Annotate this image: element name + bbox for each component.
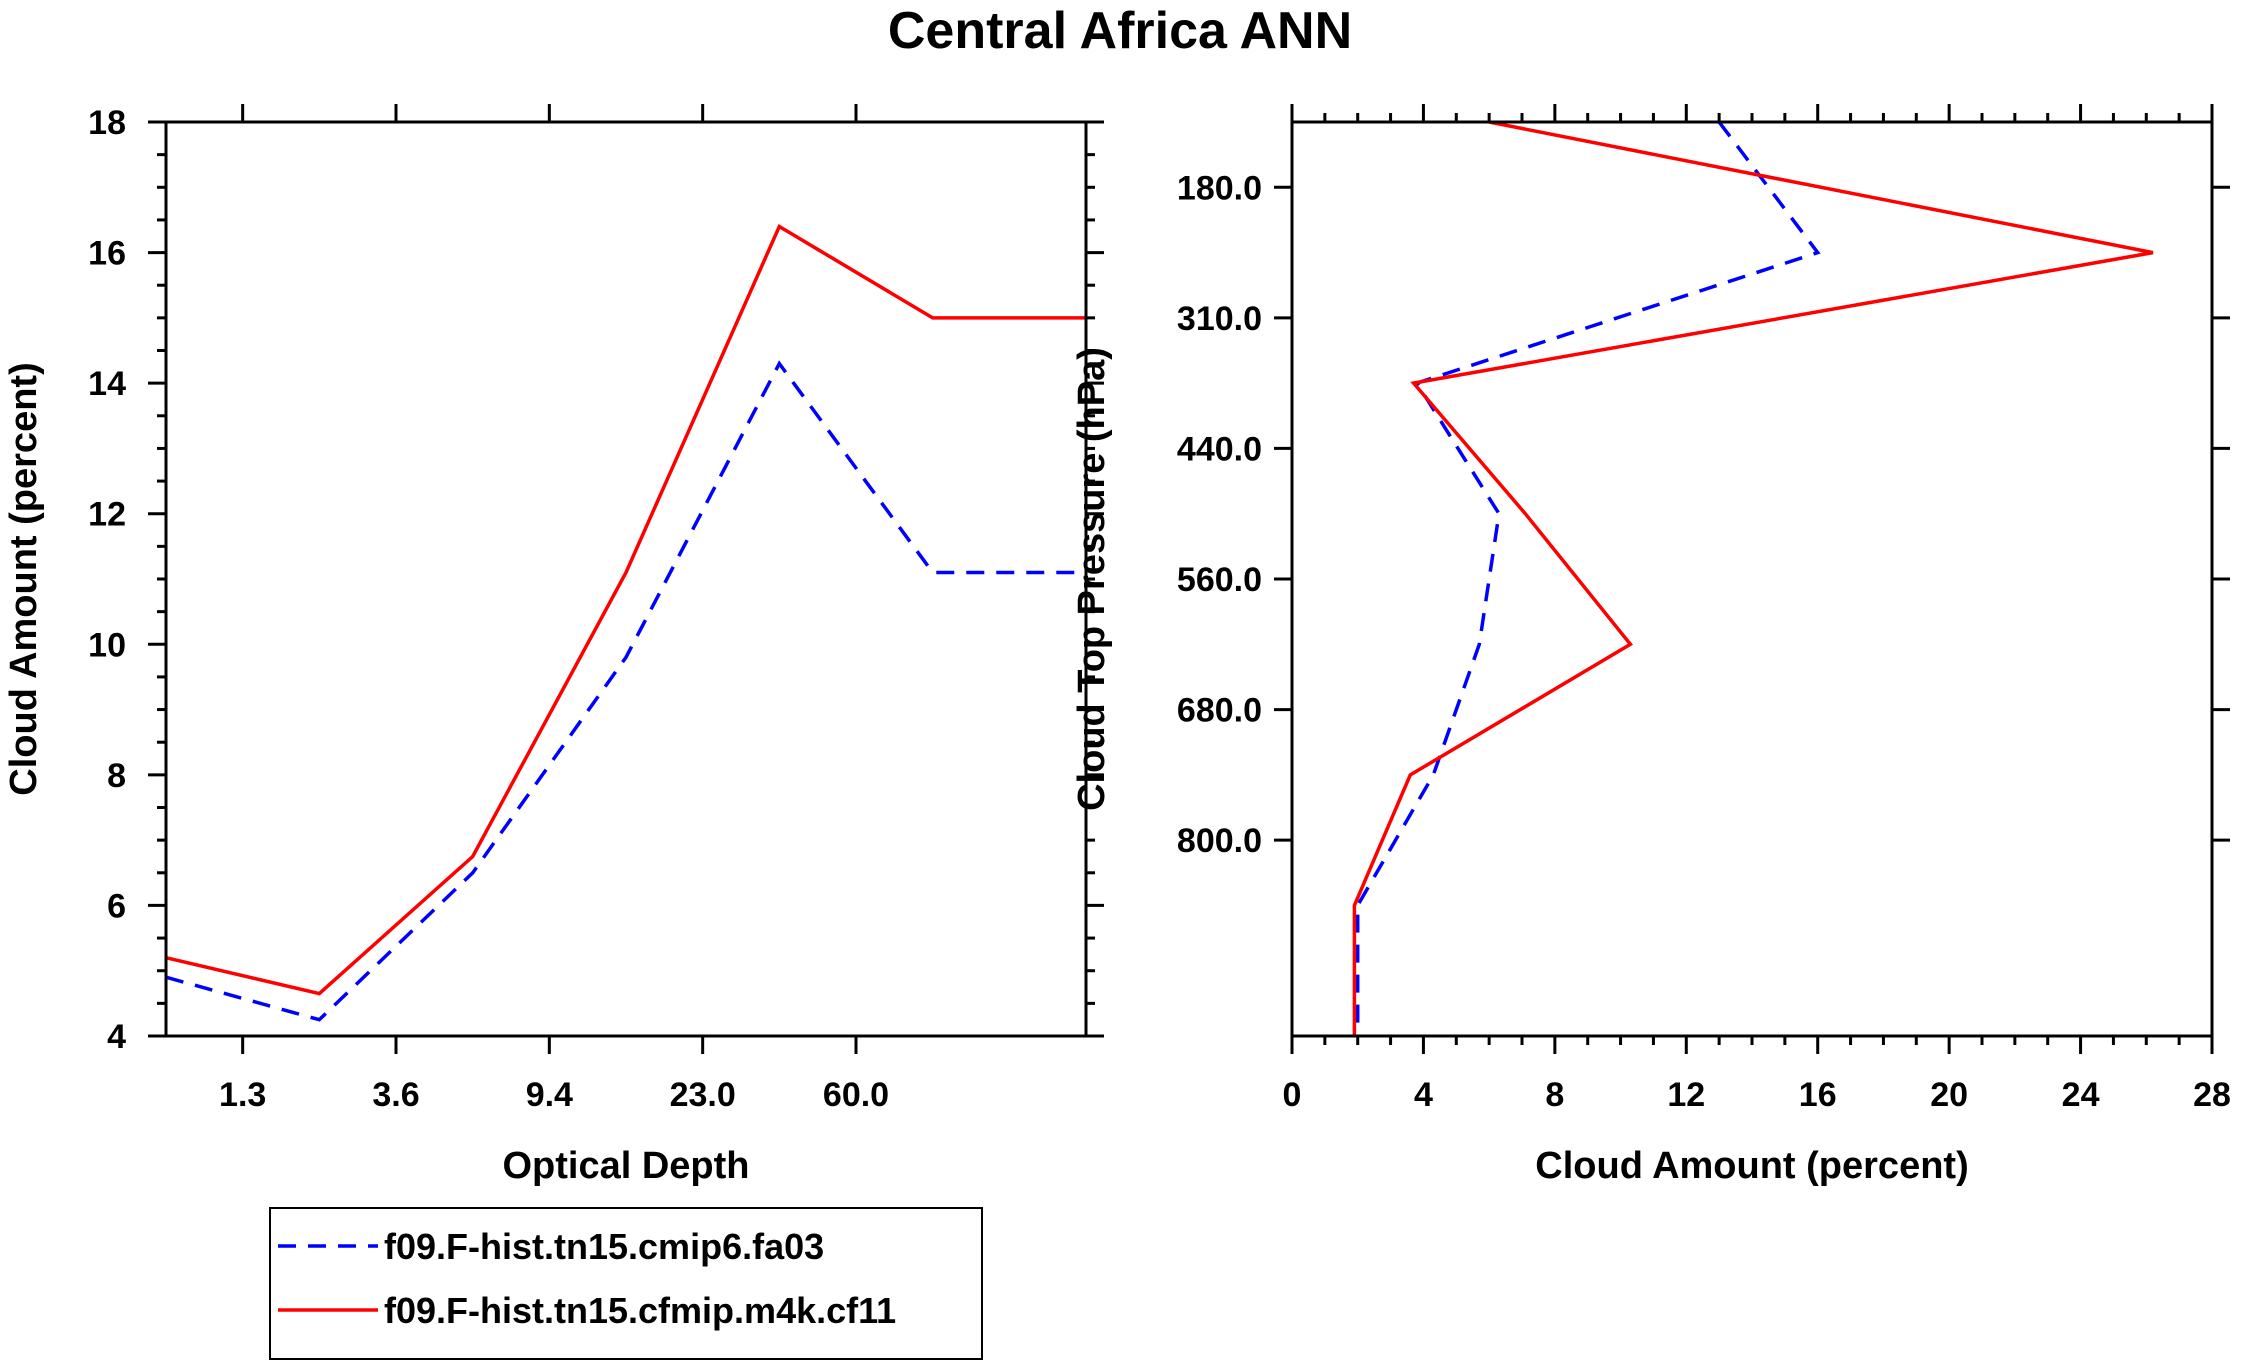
- left-y-tick-label: 12: [88, 496, 126, 534]
- right-series-line-1: [1355, 120, 1821, 1036]
- pressure-profile-panel: 0 4 8 12 16 20 24 28 180.0 310.0 440.0 560.0 680.0 80…: [1071, 104, 2231, 1187]
- right-y-tick-label: 560.0: [1177, 561, 1262, 599]
- right-x-tick-label: 8: [1545, 1076, 1564, 1114]
- left-plot-frame: [164, 120, 1088, 1038]
- optical-depth-panel: 1.3 3.6 9.4 23.0 60.0 4 6 8 10 12 14 16 18 Optical D…: [3, 104, 1104, 1187]
- left-x-tick-label: 1.3: [219, 1076, 266, 1114]
- right-x-tick-label: 28: [2193, 1076, 2231, 1114]
- legend: f09.F-hist.tn15.cmip6.fa03 f09.F-hist.tn…: [269, 1207, 983, 1360]
- right-y-tick-label: 310.0: [1177, 300, 1262, 338]
- right-y-tick-label: 800.0: [1177, 822, 1262, 860]
- right-x-tick-label: 24: [2062, 1076, 2100, 1114]
- left-y-tick-label: 14: [88, 365, 126, 403]
- right-x-axis-label: Cloud Amount (percent): [1535, 1145, 1968, 1187]
- left-y-tick-label: 6: [107, 887, 126, 925]
- left-series-line-2: [165, 223, 1086, 996]
- left-series-group: [165, 223, 1086, 1022]
- legend-label-series-1: f09.F-hist.tn15.cmip6.fa03: [384, 1226, 824, 1267]
- left-series-line-1: [165, 360, 1086, 1022]
- left-x-tick-label: 9.4: [526, 1076, 573, 1114]
- left-y-axis-label: Cloud Amount (percent): [3, 362, 45, 795]
- chart-title: Central Africa ANN: [888, 2, 1352, 60]
- right-x-tick-label: 0: [1283, 1076, 1302, 1114]
- legend-label-series-2: f09.F-hist.tn15.cfmip.m4k.cf11: [384, 1290, 896, 1331]
- left-x-axis-label: Optical Depth: [502, 1145, 749, 1187]
- right-y-axis-label: Cloud Top Pressure (hPa): [1071, 347, 1113, 811]
- right-x-tick-label: 4: [1414, 1076, 1433, 1114]
- right-y-tick-label: 440.0: [1177, 430, 1262, 468]
- left-y-tick-label: 8: [107, 757, 126, 795]
- right-y-tick-label: 180.0: [1177, 169, 1262, 207]
- left-y-tick-label: 16: [88, 235, 126, 273]
- left-x-tick-label: 3.6: [372, 1076, 419, 1114]
- right-x-tick-label: 12: [1667, 1076, 1705, 1114]
- right-series-group: [1352, 120, 2154, 1036]
- left-x-tick-label: 60.0: [823, 1076, 889, 1114]
- left-axis-ticks: 1.3 3.6 9.4 23.0 60.0 4 6 8 10 12 14 16 18: [88, 104, 1104, 1114]
- right-axis-ticks: 0 4 8 12 16 20 24 28 180.0 310.0 440.0 560.0 680.0 80…: [1177, 104, 2231, 1114]
- right-x-tick-label: 16: [1799, 1076, 1837, 1114]
- legend-box: [269, 1207, 983, 1360]
- right-plot-frame: [1290, 120, 2214, 1038]
- left-y-tick-label: 10: [88, 626, 126, 664]
- right-series-line-2: [1352, 120, 2154, 1036]
- left-y-tick-label: 4: [107, 1018, 126, 1056]
- right-x-tick-label: 20: [1930, 1076, 1968, 1114]
- left-x-tick-label: 23.0: [670, 1076, 736, 1114]
- right-y-tick-label: 680.0: [1177, 692, 1262, 730]
- left-y-tick-label: 18: [88, 104, 126, 142]
